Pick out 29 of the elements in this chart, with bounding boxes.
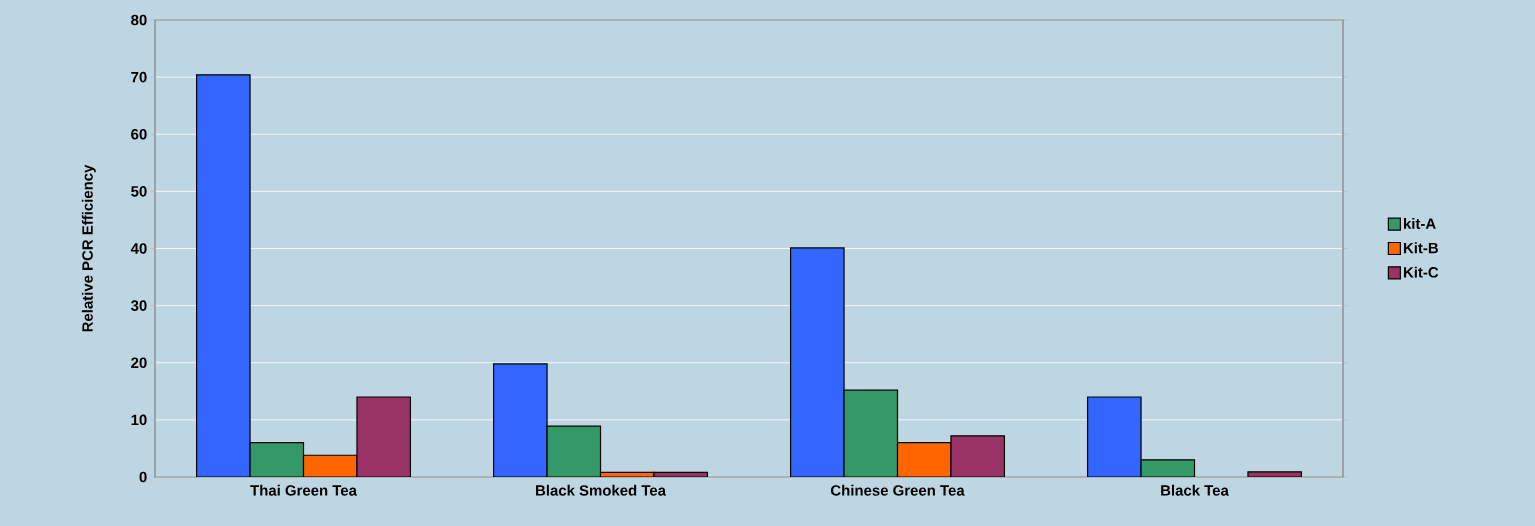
y-tick-label: 10 [131, 414, 147, 426]
y-tick-label: 70 [131, 71, 147, 83]
bar [546, 425, 602, 477]
bar [302, 454, 358, 477]
bar [492, 363, 548, 477]
y-axis-title: Relative PCR Efficiency [81, 164, 96, 332]
x-tick-label: Black Tea [1161, 484, 1229, 496]
x-tick-label: Black Smoked Tea [536, 484, 667, 496]
y-tick-label: 40 [130, 243, 147, 254]
bar [950, 435, 1006, 477]
bar [896, 442, 952, 477]
legend-label: kit-A [1404, 218, 1436, 229]
y-tick-label: 20 [131, 357, 147, 369]
bar [843, 389, 899, 477]
bar [249, 442, 305, 477]
y-tick-label: 30 [130, 300, 147, 311]
x-tick-label: Thai Green Tea [250, 484, 358, 496]
y-tick-label: 60 [131, 128, 147, 140]
x-tick-label: Chinese Green Tea [830, 484, 965, 496]
y-tick-label: 80 [131, 14, 147, 26]
legend-label: Kit-C [1403, 266, 1439, 278]
bar [789, 247, 845, 477]
y-tick-label: 50 [131, 186, 147, 197]
bar [196, 74, 251, 477]
bar [356, 396, 412, 477]
bar [1086, 396, 1142, 477]
legend-label: Kit-B [1403, 242, 1438, 254]
y-tick-label: 0 [139, 471, 147, 483]
bar [1140, 459, 1196, 477]
